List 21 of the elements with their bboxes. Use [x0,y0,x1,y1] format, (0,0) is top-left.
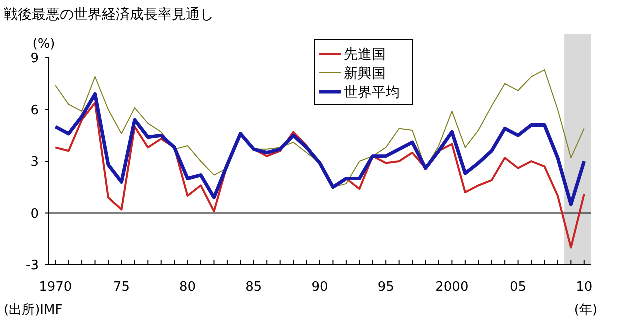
legend-label: 世界平均 [344,84,400,101]
x-tick-label: 95 [378,280,394,295]
chart-title: 戦後最悪の世界経済成長率見通し [4,7,214,23]
legend-label: 新興国 [344,66,386,82]
y-tick-label: -3 [26,258,39,274]
x-tick-label: 1970 [39,280,72,295]
y-tick-label: 9 [30,52,39,67]
y-tick-label: 3 [30,155,39,170]
x-tick-label: 2000 [436,280,469,295]
text: (出所)IMF [4,303,63,318]
legend-label: 先進国 [344,46,386,63]
x-tick-label: 85 [246,280,262,295]
x-tick-label: 75 [113,280,130,295]
y-tick-label: 6 [30,103,39,118]
x-axis-title: (年) [574,303,598,318]
y-tick-label: 0 [30,206,39,222]
x-tick-label: 10 [576,280,593,295]
y-axis-title: (%) [32,37,56,52]
x-tick-label: 80 [180,280,196,295]
x-tick-label: 05 [510,280,527,295]
x-tick-label: 90 [312,280,328,295]
